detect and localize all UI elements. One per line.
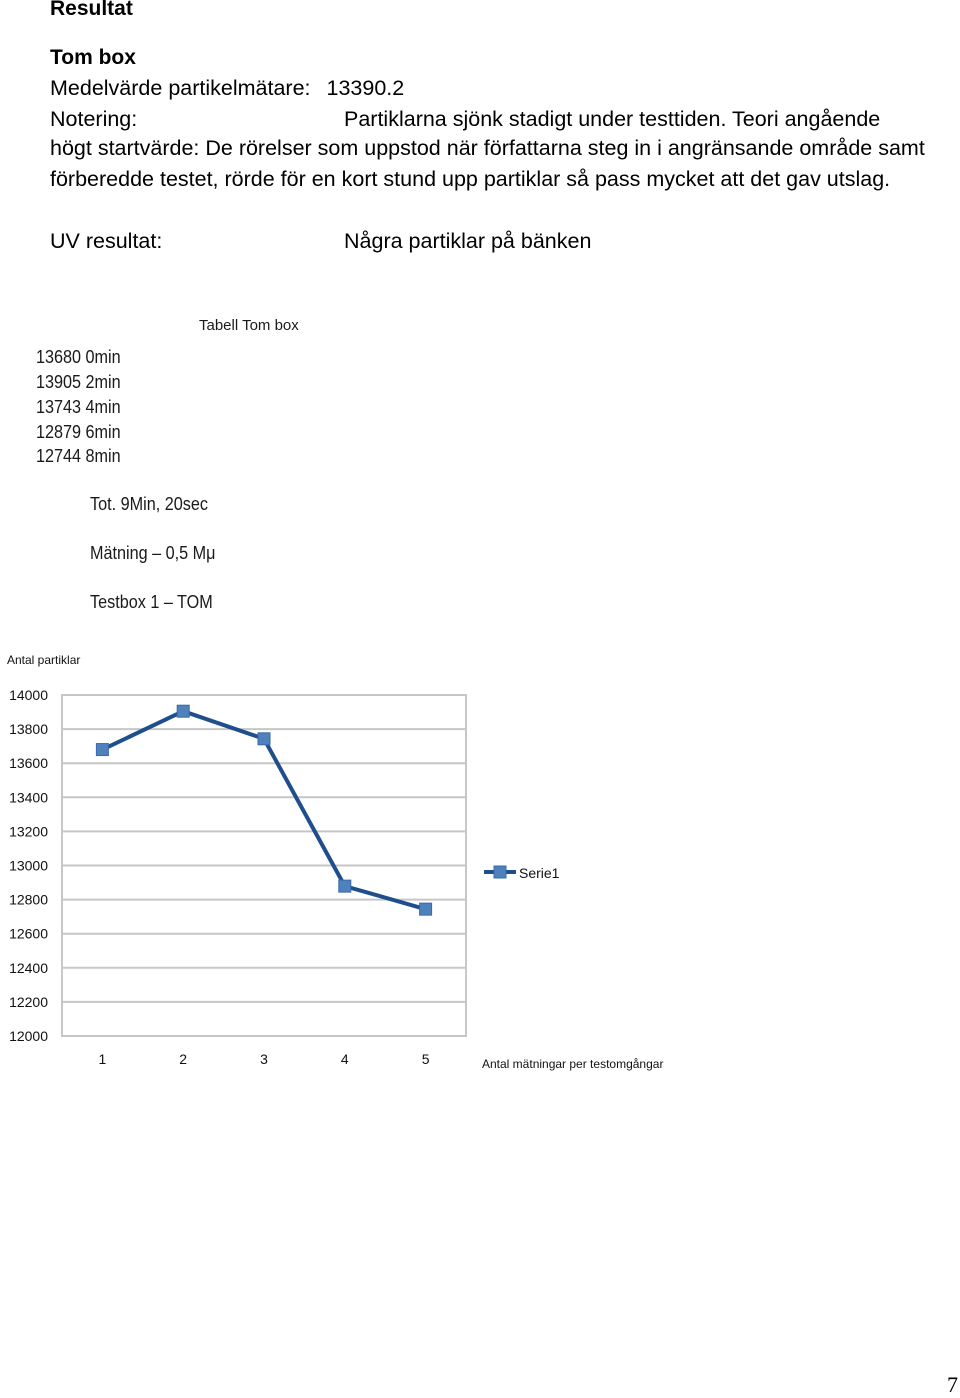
x-tick-label: 2 xyxy=(179,1051,187,1067)
subheading: Tom box xyxy=(50,46,136,69)
y-axis-title: Antal partiklar xyxy=(7,653,80,667)
table-row: 13905 2min xyxy=(36,372,121,392)
mean-value: 13390.2 xyxy=(326,76,405,100)
data-point xyxy=(95,743,109,757)
x-tick-label: 4 xyxy=(341,1051,349,1067)
y-tick-label: 12800 xyxy=(9,892,48,908)
table-title: Tabell Tom box xyxy=(199,317,299,334)
x-tick-label: 5 xyxy=(422,1051,430,1067)
particle-line-chart: 14000 13800 13600 13400 13200 13000 12800 12600… xyxy=(7,653,663,1071)
page-number: 7 xyxy=(947,1372,958,1397)
x-tick-label: 1 xyxy=(99,1051,107,1067)
y-tick-label: 14000 xyxy=(9,687,48,703)
note-continuation: högt startvärde: De rörelser som uppstod… xyxy=(50,136,925,191)
note-first-line: Partiklarna sjönk stadigt under testtide… xyxy=(344,107,881,131)
table-row: 12879 6min xyxy=(36,422,121,442)
y-tick-label: 12200 xyxy=(9,994,48,1010)
y-tick-label: 12400 xyxy=(9,960,48,976)
mean-label: Medelvärde partikelmätare: xyxy=(50,76,311,100)
table-row: 12744 8min xyxy=(36,446,121,466)
y-tick-label: 13200 xyxy=(9,823,48,839)
legend-marker xyxy=(493,865,507,879)
mean-row: Medelvärde partikelmätare: 13390.2 xyxy=(50,76,404,101)
table-row: 13680 0min xyxy=(36,347,121,367)
measurement-note: Mätning – 0,5 Mμ xyxy=(90,543,216,563)
data-point xyxy=(257,732,271,746)
data-point xyxy=(176,704,190,718)
table-row: 13743 4min xyxy=(36,397,121,417)
x-axis-title: Antal mätningar per testomgångar xyxy=(482,1057,663,1071)
x-tick-label: 3 xyxy=(260,1051,268,1067)
y-tick-label: 13000 xyxy=(9,858,48,874)
legend-label: Serie1 xyxy=(519,865,560,881)
uv-row: UV resultat: Några partiklar på bänken xyxy=(50,229,940,254)
testbox-note: Testbox 1 – TOM xyxy=(90,592,213,612)
section-heading: Resultat xyxy=(50,0,133,20)
uv-label: UV resultat: xyxy=(50,229,163,253)
data-point xyxy=(419,902,433,916)
y-tick-label: 13400 xyxy=(9,789,48,805)
y-tick-label: 13800 xyxy=(9,721,48,737)
y-tick-label: 12000 xyxy=(9,1028,48,1044)
y-tick-label: 13600 xyxy=(9,755,48,771)
y-tick-label: 12600 xyxy=(9,926,48,942)
data-point xyxy=(338,879,352,893)
total-time-note: Tot. 9Min, 20sec xyxy=(90,494,208,514)
note-row: Notering: Partiklarna sjönk stadigt unde… xyxy=(50,107,940,132)
uv-value: Några partiklar på bänken xyxy=(344,229,592,253)
note-label: Notering: xyxy=(50,107,138,131)
